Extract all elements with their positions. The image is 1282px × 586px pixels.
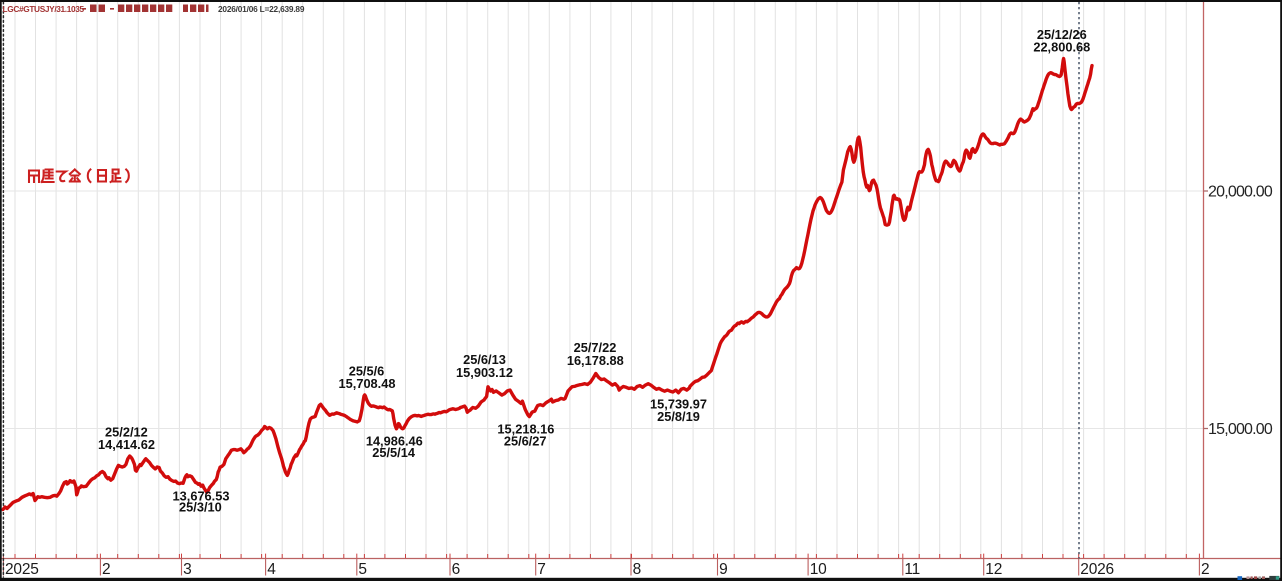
svg-text:15,739.97: 15,739.97 [650, 397, 707, 412]
svg-text:20,000.00: 20,000.00 [1208, 184, 1273, 201]
svg-text:11: 11 [904, 561, 920, 578]
svg-text:25/6/27: 25/6/27 [504, 434, 547, 449]
svg-text:13,676.53: 13,676.53 [173, 488, 230, 503]
svg-text:12: 12 [985, 561, 1002, 578]
svg-text:25/5/14: 25/5/14 [372, 445, 416, 460]
svg-text:4: 4 [267, 561, 276, 578]
svg-text:25/7/22: 25/7/22 [574, 340, 617, 355]
svg-text:10: 10 [810, 561, 827, 578]
svg-text:2026/01/06 L=22,639.89: 2026/01/06 L=22,639.89 [218, 4, 305, 14]
svg-text:15,218.16: 15,218.16 [497, 422, 554, 437]
svg-text:6: 6 [452, 561, 460, 578]
svg-text:14,414.62: 14,414.62 [98, 437, 155, 452]
svg-text:8: 8 [633, 561, 641, 578]
svg-text:16,178.88: 16,178.88 [567, 353, 624, 368]
svg-text:7: 7 [537, 561, 545, 578]
svg-text:25/5/6: 25/5/6 [349, 364, 385, 379]
svg-text:5: 5 [358, 561, 366, 578]
svg-text:2026: 2026 [1080, 561, 1114, 578]
svg-text:25/8/19: 25/8/19 [657, 409, 700, 424]
svg-text:25/3/10: 25/3/10 [179, 500, 222, 515]
svg-text:2: 2 [1201, 561, 1209, 578]
svg-text:2025: 2025 [5, 561, 39, 578]
svg-text:22,800.68: 22,800.68 [1033, 40, 1090, 55]
svg-text:25/2/12: 25/2/12 [105, 425, 148, 440]
svg-text:15,903.12: 15,903.12 [456, 365, 513, 380]
svg-text:2: 2 [102, 561, 110, 578]
svg-text:15,708.48: 15,708.48 [339, 376, 396, 391]
svg-text:25/6/13: 25/6/13 [463, 352, 506, 367]
svg-text:9: 9 [719, 561, 727, 578]
svg-text:LGC#GTUSJY/31.1035: LGC#GTUSJY/31.1035 [3, 4, 85, 14]
svg-text:3: 3 [183, 561, 191, 578]
svg-text:25/12/26: 25/12/26 [1037, 27, 1087, 42]
svg-text:15,000.00: 15,000.00 [1208, 421, 1273, 438]
svg-text:14,986.46: 14,986.46 [366, 434, 423, 449]
